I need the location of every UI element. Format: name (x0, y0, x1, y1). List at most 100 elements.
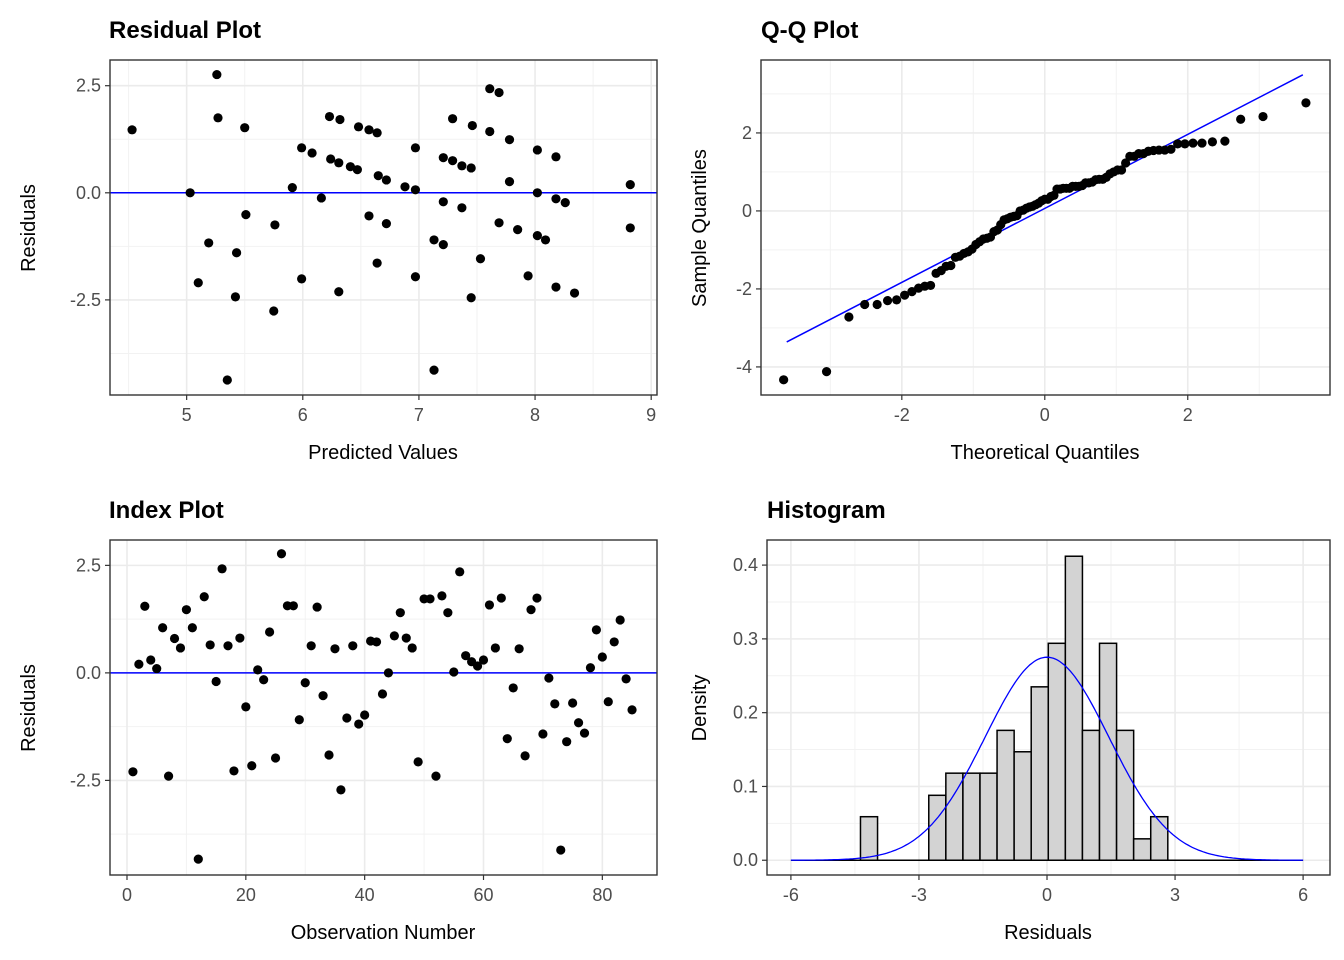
histogram-bar (1132, 838, 1152, 861)
index-plot-point (550, 699, 560, 709)
index-plot-point (312, 602, 322, 612)
residual-plot-point (466, 163, 476, 173)
index-plot-x-tick-label: 0 (122, 885, 132, 905)
residual-plot-point (185, 188, 195, 198)
qq-plot-point (1258, 111, 1268, 122)
index-plot-point (562, 737, 572, 747)
qq-plot-point (1301, 98, 1311, 108)
qq-plot-y-tick-label: 2 (742, 123, 752, 143)
histogram-bar (1098, 642, 1118, 861)
qq-plot-panel: -2 0 2 -4 -2 0 2 (736, 59, 1331, 425)
histogram-bar (979, 772, 998, 861)
index-plot-xlabel: Observation Number (291, 922, 476, 944)
histogram-panel: -6 -3 0 3 6 0.0 0.1 0.2 0.3 0.4 (733, 539, 1331, 905)
qq-plot-point (925, 280, 936, 291)
qq-plot-point (1197, 138, 1207, 148)
index-plot-title: Index Plot (109, 497, 224, 524)
qq-plot-point (882, 296, 893, 306)
residual-plot-point (364, 211, 374, 221)
residual-plot-point (381, 175, 392, 185)
index-plot-point (163, 771, 174, 781)
index-plot-point (443, 608, 453, 618)
residual-plot-point (372, 258, 382, 268)
residual-plot-point (213, 113, 223, 123)
qq-plot-point (872, 299, 882, 310)
index-plot-point (134, 659, 144, 669)
index-plot-point (211, 676, 221, 687)
qq-plot-point (860, 299, 870, 310)
histogram-x-tick-label: -6 (783, 885, 799, 905)
residual-plot-point (523, 271, 533, 281)
qq-plot-point (900, 290, 910, 300)
residual-plot-point (532, 231, 542, 241)
index-plot-point (360, 710, 370, 720)
residual-plot-point (504, 135, 515, 145)
histogram-x-tick-label: 6 (1298, 885, 1308, 905)
qq-plot-ylabel: Sample Quantiles (689, 149, 711, 307)
index-plot-point (253, 665, 263, 675)
index-plot-x-tick-label: 20 (236, 885, 256, 905)
index-plot-point (389, 631, 399, 641)
qq-plot-point (946, 260, 956, 271)
histogram-bar (996, 729, 1015, 861)
qq-plot-point (779, 375, 789, 385)
index-plot-panel: 0 20 40 60 80 -2.5 0.0 2.5 (70, 539, 658, 905)
residual-plot-point (297, 274, 307, 284)
index-plot-point (520, 751, 530, 761)
residual-plot-point (540, 235, 551, 245)
index-plot-point (395, 608, 405, 618)
residual-plot-point (307, 148, 317, 158)
qq-plot-point (1220, 136, 1230, 146)
histogram-ylabel: Density (689, 675, 711, 742)
histogram-title: Histogram (767, 497, 886, 524)
residual-plot-point (625, 180, 635, 190)
qq-plot-point (1116, 165, 1127, 175)
residual-plot-point (400, 182, 410, 192)
residual-plot-point (127, 125, 137, 135)
residual-plot-background (110, 60, 657, 395)
index-plot-point (175, 643, 186, 653)
residual-plot-point (410, 272, 421, 282)
index-plot-y-tick-label: 2.5 (76, 555, 101, 575)
residual-plot-point (410, 143, 421, 153)
index-plot-y-tick-label: -2.5 (70, 770, 101, 790)
residual-plot-point (560, 198, 570, 208)
residual-plot-point (193, 278, 203, 288)
qq-plot-title: Q-Q Plot (761, 17, 858, 44)
residual-plot-point (326, 154, 336, 164)
qq-plot-x-tick-label: 2 (1183, 405, 1193, 425)
qq-plot-reference-line (786, 74, 1304, 343)
residual-plot-point (494, 218, 504, 228)
index-plot-point (235, 633, 245, 643)
residual-plot-point (532, 145, 542, 155)
residual-plot-point (504, 177, 515, 187)
index-plot-background (110, 540, 657, 875)
index-plot-point (496, 593, 506, 603)
index-plot-x-tick-label: 60 (473, 885, 493, 905)
residual-plot-point (212, 69, 222, 80)
residual-plot-point (466, 293, 476, 303)
index-plot-point (514, 644, 524, 654)
histogram-x-tick-label: -3 (911, 885, 927, 905)
index-plot-point (152, 663, 162, 674)
index-plot-point (229, 766, 239, 776)
qq-plot-y-tick-label: -4 (736, 357, 752, 377)
residual-plot-point (532, 188, 542, 198)
index-plot-point (627, 705, 637, 715)
residual-plot-point (240, 123, 250, 133)
index-plot-point (264, 627, 275, 637)
histogram-y-tick-label: 0.1 (733, 776, 758, 796)
residual-plot-x-tick-label: 7 (414, 405, 424, 425)
index-plot-point (472, 661, 483, 671)
index-plot-point (579, 728, 590, 738)
residual-plot-point (438, 197, 448, 207)
residual-plot-ylabel: Residuals (18, 184, 40, 272)
residual-plot-point (438, 153, 448, 163)
index-plot-point (425, 594, 435, 604)
index-plot-y-tick-label: 0.0 (76, 663, 101, 683)
qq-plot-point (1236, 114, 1246, 124)
index-plot-point (526, 605, 536, 615)
residual-plot-point (475, 254, 486, 264)
qq-plot-panel-border (760, 59, 1331, 396)
